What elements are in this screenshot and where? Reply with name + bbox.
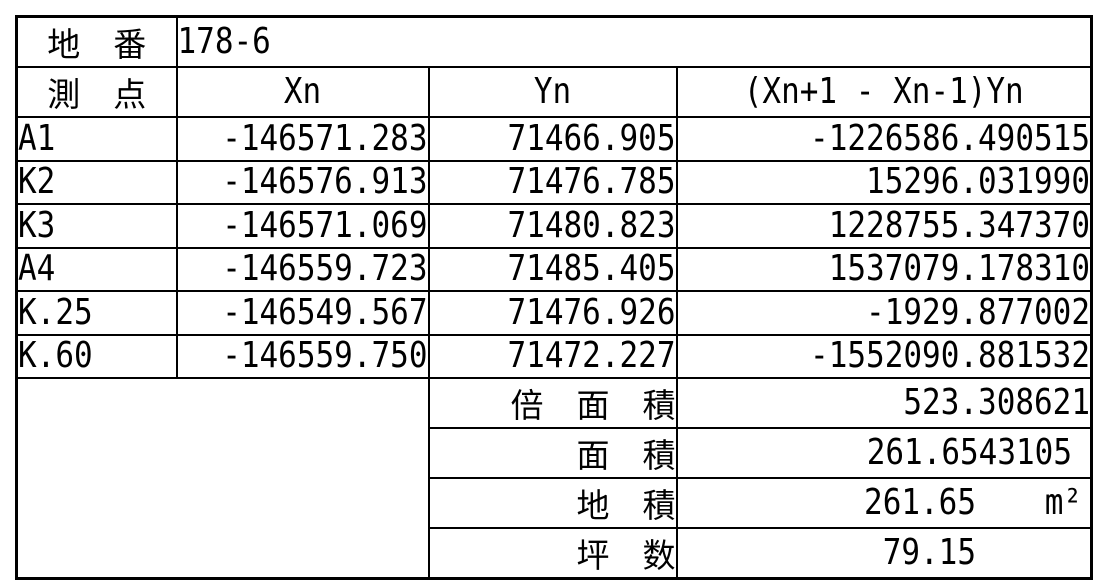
table-row: A4 -146559.723 71485.405 1537079.178310 (15, 246, 1093, 292)
product-cell: 1228755.347370 (675, 203, 1093, 249)
lot-number-label-text: 地 番 (47, 25, 147, 64)
point-cell: K.25 (15, 290, 178, 336)
summary-value-double-area: 523.308621 (675, 377, 1093, 429)
yn-cell: 71485.405 (427, 246, 678, 292)
lot-number-row: 地 番 178-6 (15, 15, 1093, 68)
xn-cell: -146571.283 (175, 116, 430, 162)
summary-label-double-area: 倍 面 積 (427, 377, 678, 429)
summary-value-land-area: 261.65 m² (675, 477, 1093, 529)
column-header-row: 測 点 Xn Yn (Xn+1 - Xn-1)Yn (15, 66, 1093, 118)
square-meter-unit: m² (1044, 482, 1083, 524)
point-cell: K2 (15, 159, 178, 205)
summary-value-tsubo: 79.15 (675, 527, 1093, 580)
yn-cell: 71466.905 (427, 116, 678, 162)
header-product: (Xn+1 - Xn-1)Yn (675, 66, 1093, 118)
header-xn: Xn (175, 66, 430, 118)
summary-label-land-area: 地 積 (427, 477, 678, 529)
summary-blank-cell (15, 377, 430, 580)
yn-cell: 71476.926 (427, 290, 678, 336)
xn-cell: -146571.069 (175, 203, 430, 249)
xn-cell: -146559.750 (175, 333, 430, 379)
yn-cell: 71472.227 (427, 333, 678, 379)
table-row: K2 -146576.913 71476.785 15296.031990 (15, 159, 1093, 205)
xn-cell: -146549.567 (175, 290, 430, 336)
header-yn: Yn (427, 66, 678, 118)
summary-row: 倍 面 積 523.308621 (15, 377, 1093, 580)
xn-cell: -146576.913 (175, 159, 430, 205)
table-row: K.60 -146559.750 71472.227 -1552090.8815… (15, 333, 1093, 379)
xn-cell: -146559.723 (175, 246, 430, 292)
product-cell: -1929.877002 (675, 290, 1093, 336)
summary-label-area: 面 積 (427, 427, 678, 479)
point-cell: K3 (15, 203, 178, 249)
lot-number-label: 地 番 (15, 15, 178, 68)
product-cell: 15296.031990 (675, 159, 1093, 205)
lot-number-value-text: 178-6 (177, 21, 271, 63)
coordinate-area-table: 地 番 178-6 測 点 Xn Yn (Xn+1 - Xn-1)Yn A1 (15, 15, 1094, 580)
product-cell: -1552090.881532 (675, 333, 1093, 379)
table-row: K3 -146571.069 71480.823 1228755.347370 (15, 203, 1093, 249)
table-row: A1 -146571.283 71466.905 -1226586.490515 (15, 116, 1093, 162)
summary-row: 面 積 261.6543105 (17, 427, 1093, 479)
summary-value-area: 261.6543105 (675, 427, 1093, 479)
summary-label-tsubo: 坪 数 (427, 527, 678, 580)
survey-area-sheet: 地 番 178-6 測 点 Xn Yn (Xn+1 - Xn-1)Yn A1 (15, 15, 1094, 580)
yn-cell: 71480.823 (427, 203, 678, 249)
point-cell: A1 (15, 116, 178, 162)
yn-cell: 71476.785 (427, 159, 678, 205)
point-cell: A4 (15, 246, 178, 292)
header-point: 測 点 (15, 66, 178, 118)
product-cell: 1537079.178310 (675, 246, 1093, 292)
lot-number-value: 178-6 (175, 15, 1093, 68)
product-cell: -1226586.490515 (675, 116, 1093, 162)
point-cell: K.60 (15, 333, 178, 379)
table-row: K.25 -146549.567 71476.926 -1929.877002 (15, 290, 1093, 336)
